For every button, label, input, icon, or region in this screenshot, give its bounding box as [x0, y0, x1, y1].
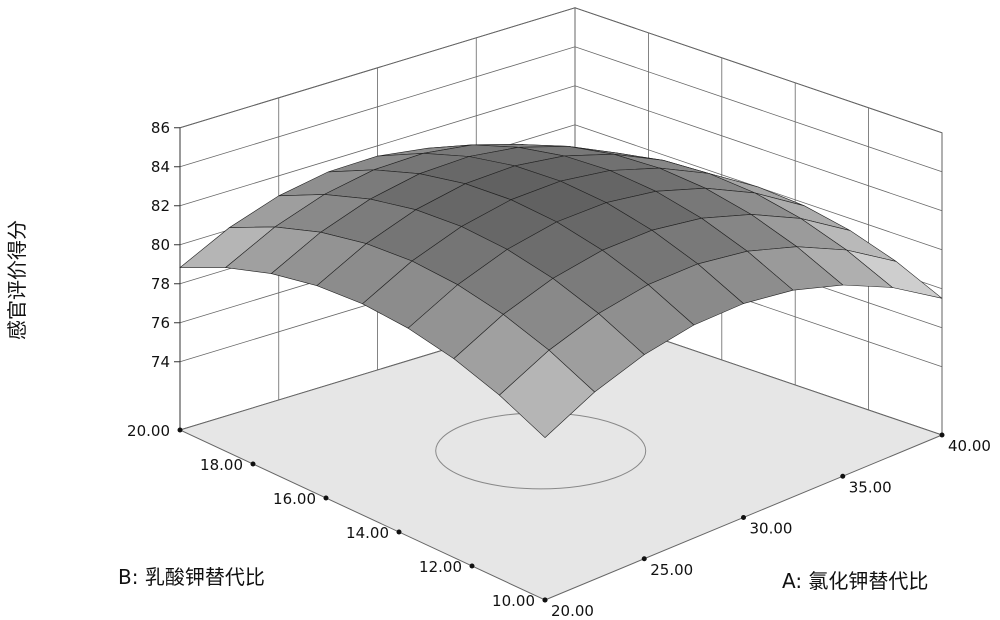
y-tick-label: 12.00 — [419, 558, 462, 576]
x-tick — [939, 432, 945, 438]
x-tick — [641, 556, 647, 562]
y-tick-label: 20.00 — [127, 422, 170, 440]
y-tick — [177, 427, 183, 433]
y-tick-label: 14.00 — [346, 524, 389, 542]
y-tick-label: 10.00 — [492, 592, 535, 610]
z-tick-label: 74 — [151, 353, 170, 371]
y-tick — [250, 461, 256, 467]
x-tick-label: 20.00 — [551, 602, 594, 620]
y-tick — [396, 529, 402, 535]
z-tick-label: 84 — [151, 158, 170, 176]
z-tick-label: 78 — [151, 275, 170, 293]
x-tick-label: 35.00 — [849, 478, 892, 496]
x-tick-label: 25.00 — [650, 561, 693, 579]
z-tick-label: 86 — [151, 119, 170, 137]
x-axis-title: A: 氯化钾替代比 — [782, 569, 928, 593]
z-tick-label: 80 — [151, 236, 170, 254]
y-tick — [323, 495, 329, 501]
y-tick-label: 18.00 — [200, 456, 243, 474]
z-tick-label: 76 — [151, 314, 170, 332]
z-axis-title: 感官评价得分 — [5, 220, 29, 340]
surface-cell — [498, 349, 596, 439]
y-axis-title: B: 乳酸钾替代比 — [118, 565, 265, 589]
y-tick — [542, 597, 548, 603]
z-tick-label: 82 — [151, 197, 170, 215]
x-tick — [840, 473, 846, 479]
x-tick-label: 40.00 — [948, 437, 991, 455]
x-tick — [741, 515, 746, 520]
y-tick-label: 16.00 — [273, 490, 316, 508]
x-tick-label: 30.00 — [750, 520, 793, 538]
y-tick — [469, 563, 475, 569]
